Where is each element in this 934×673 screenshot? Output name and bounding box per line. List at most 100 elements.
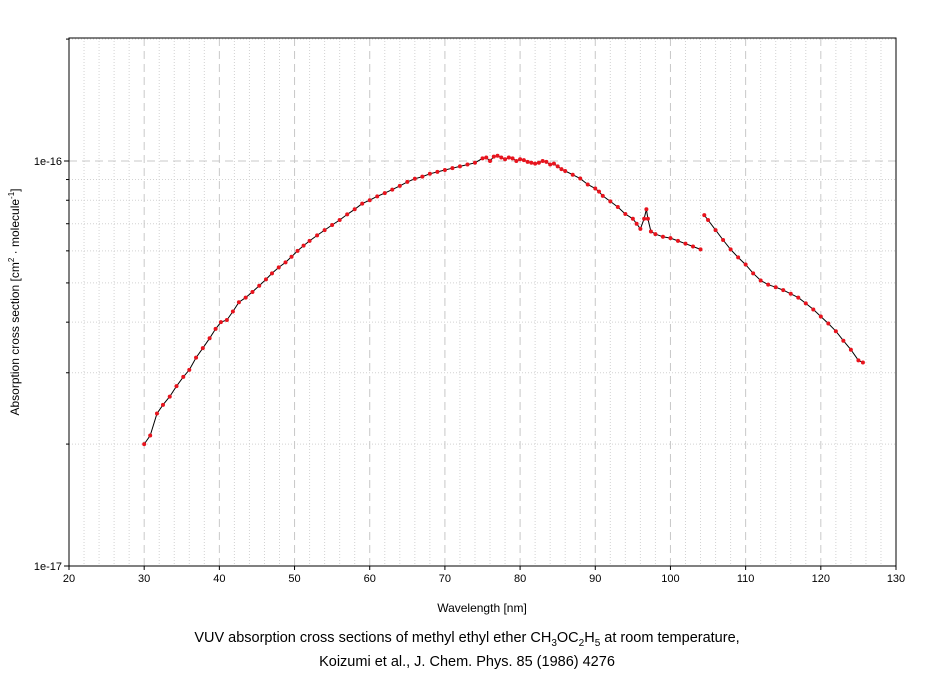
- major-grid: [69, 38, 896, 566]
- data-point: [499, 155, 504, 160]
- data-point: [289, 254, 294, 259]
- x-tick-label: 60: [364, 573, 376, 585]
- data-point: [420, 174, 425, 179]
- data-point: [457, 164, 462, 169]
- data-point: [154, 411, 159, 416]
- x-tick-label: 20: [63, 573, 75, 585]
- data-point: [683, 241, 688, 246]
- data-point: [142, 442, 147, 447]
- data-point: [555, 164, 560, 169]
- data-point: [187, 367, 192, 372]
- x-tick-label: 80: [514, 573, 526, 585]
- data-point: [160, 402, 165, 407]
- data-point: [397, 183, 402, 188]
- data-markers: [142, 153, 865, 447]
- data-point: [375, 194, 380, 199]
- x-axis-label: Wavelength [nm]: [437, 601, 527, 615]
- data-point: [563, 168, 568, 173]
- data-point: [736, 255, 741, 260]
- data-point: [250, 289, 255, 294]
- data-point: [642, 216, 647, 221]
- data-point: [600, 193, 605, 198]
- data-point: [848, 347, 853, 352]
- data-point: [653, 232, 658, 237]
- caption-line-2: Koizumi et al., J. Chem. Phys. 85 (1986)…: [319, 654, 615, 670]
- data-point: [236, 300, 241, 305]
- minor-grid: [69, 38, 896, 566]
- data-point: [269, 271, 274, 276]
- data-point: [691, 244, 696, 249]
- data-point: [570, 172, 575, 177]
- data-point: [623, 211, 628, 216]
- data-point: [698, 247, 703, 252]
- data-point: [390, 187, 395, 192]
- data-point: [608, 199, 613, 204]
- data-point: [818, 314, 823, 319]
- data-point: [648, 229, 653, 234]
- data-point: [148, 433, 153, 438]
- data-point: [330, 222, 335, 227]
- y-tick-label: 1e-17: [34, 561, 62, 573]
- data-point: [307, 238, 312, 243]
- data-series: [143, 155, 864, 445]
- data-point: [472, 160, 477, 165]
- data-point: [544, 159, 549, 164]
- data-point: [435, 169, 440, 174]
- data-point: [860, 360, 865, 365]
- data-point: [578, 176, 583, 181]
- data-point: [491, 154, 496, 159]
- data-point: [442, 168, 447, 173]
- data-point: [480, 156, 485, 161]
- data-point: [644, 207, 649, 212]
- x-axis-ticks: 20 30 40 50 60 70 80 90 100 110 120 130: [63, 566, 905, 585]
- x-tick-label: 130: [887, 573, 905, 585]
- x-tick-label: 70: [439, 573, 451, 585]
- data-point: [213, 326, 218, 331]
- data-point: [230, 309, 235, 314]
- data-point: [174, 384, 179, 389]
- data-point: [529, 160, 534, 165]
- data-point: [295, 248, 300, 253]
- data-point: [766, 282, 771, 287]
- data-point: [593, 186, 598, 191]
- data-point: [521, 158, 526, 163]
- data-point: [200, 346, 205, 351]
- data-point: [668, 236, 673, 241]
- data-point: [352, 207, 357, 212]
- data-point: [367, 198, 372, 203]
- data-point: [675, 238, 680, 243]
- data-point: [337, 218, 342, 223]
- data-point: [826, 321, 831, 326]
- data-point: [181, 374, 186, 379]
- data-point: [811, 307, 816, 312]
- data-point: [322, 228, 327, 233]
- data-point: [427, 171, 432, 176]
- data-point: [634, 221, 639, 226]
- data-point: [518, 157, 523, 162]
- data-point: [781, 288, 786, 293]
- data-point: [503, 157, 508, 162]
- data-point: [488, 159, 493, 163]
- data-point: [540, 159, 545, 163]
- plot-frame: [68, 37, 897, 567]
- data-point: [743, 262, 748, 267]
- data-point: [721, 238, 726, 243]
- data-point: [559, 167, 564, 172]
- data-point: [360, 201, 365, 206]
- data-point: [585, 182, 590, 187]
- y-axis-ticks: 1e-17 1e-16: [34, 38, 69, 573]
- data-point: [788, 291, 793, 296]
- data-point: [345, 212, 350, 217]
- caption-line-1: VUV absorption cross sections of methyl …: [194, 630, 740, 649]
- data-point: [484, 155, 489, 160]
- x-tick-label: 50: [288, 573, 300, 585]
- x-tick-label: 110: [737, 573, 755, 585]
- data-point: [536, 160, 541, 165]
- data-point: [218, 320, 223, 325]
- data-point: [796, 295, 801, 300]
- data-point: [207, 336, 212, 341]
- data-point: [450, 166, 455, 171]
- data-point: [412, 176, 417, 181]
- data-point: [548, 162, 553, 167]
